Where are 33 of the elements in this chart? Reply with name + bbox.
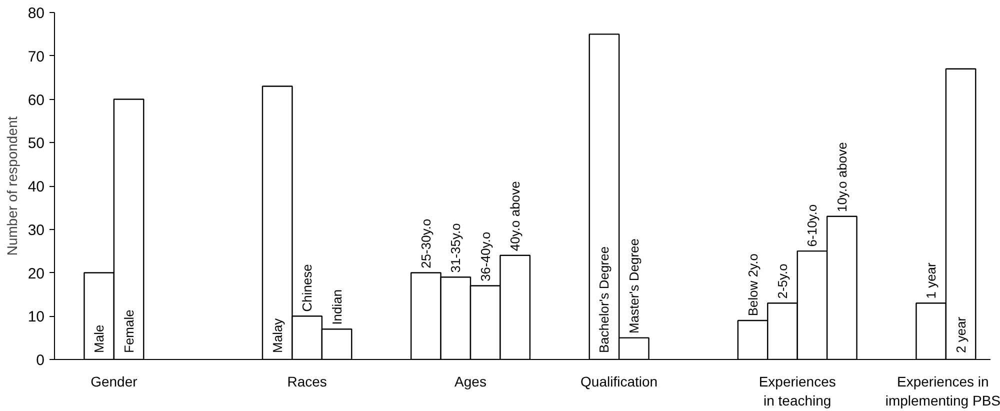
y-axis-title: Number of respondent	[4, 116, 20, 256]
x-tick-label: Bachelor's Degree	[596, 246, 612, 353]
x-tick-label: 40y.o above	[508, 181, 523, 252]
x-tick-label: 25-30y.o	[418, 218, 434, 268]
y-tick-label: 30	[28, 222, 45, 239]
x-tick-label: 36-40y.o	[478, 232, 493, 282]
x-tick-label: 10y.o above	[834, 142, 850, 212]
x-tick-label: Below 2y.o	[745, 253, 760, 316]
text: Ages	[454, 374, 486, 390]
x-tick-label: Chinese	[300, 264, 315, 312]
y-tick-label: 60	[28, 92, 45, 109]
y-tick-label: 40	[28, 178, 45, 196]
x-tick-label: Male	[92, 324, 107, 353]
text: Races	[287, 374, 327, 390]
x-tick-label: Female	[121, 310, 136, 353]
x-tick-label: Indian	[329, 289, 344, 325]
x-tick-label: Malay	[270, 318, 285, 353]
y-tick-label: 80	[28, 5, 45, 22]
y-tick-label: 50	[28, 135, 45, 152]
x-tick-label: 6-10y.o	[804, 204, 820, 247]
text: Experiences in teaching	[758, 374, 836, 409]
y-tick-label: 20	[28, 265, 45, 282]
x-tick-label: 2-5y.o	[775, 264, 790, 299]
text: Gender	[90, 374, 138, 390]
x-tick-label: 1 year	[924, 262, 939, 299]
y-tick-label: 10	[28, 308, 45, 326]
text: Qualification	[580, 374, 658, 390]
y-tick-label: 70	[28, 48, 45, 66]
y-tick-label: 0	[36, 352, 44, 369]
x-tick-label: 31-35y.o	[448, 223, 464, 273]
x-tick-label: 2 year	[953, 316, 968, 353]
x-tick-label: Master's Degree	[626, 238, 642, 334]
text: Experiences in implementing PBS	[885, 374, 1000, 409]
